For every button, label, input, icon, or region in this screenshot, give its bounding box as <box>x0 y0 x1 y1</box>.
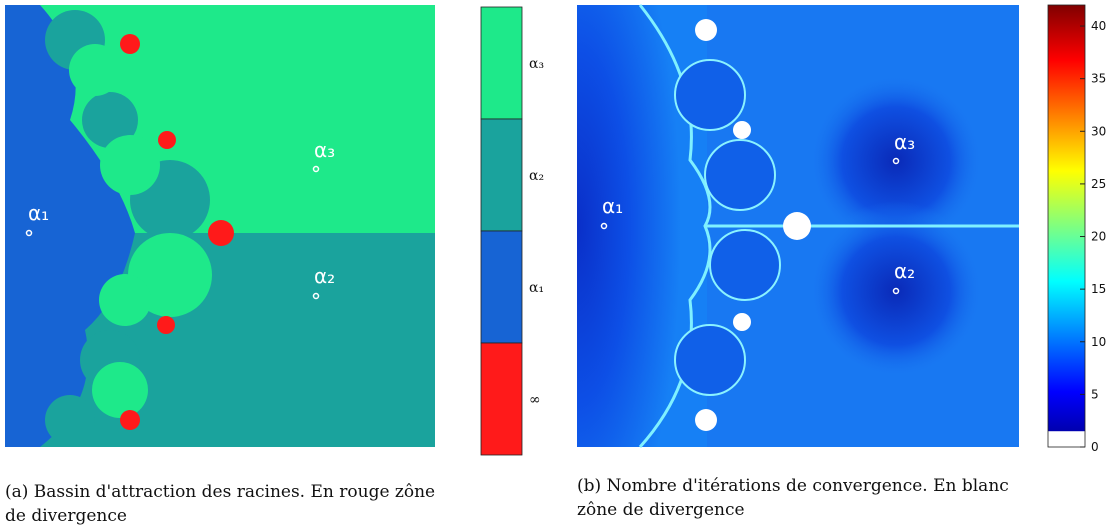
colorbar-divergence <box>1048 431 1085 447</box>
legend-swatch <box>480 230 523 344</box>
point-label: α₃ <box>314 138 335 162</box>
tick-label: 5 <box>1091 387 1099 401</box>
colorbar-frame <box>1047 4 1086 448</box>
legend-swatch <box>480 6 523 120</box>
caption: (a) Bassin d'attraction des racines. En … <box>5 482 435 502</box>
tick-label: 35 <box>1091 72 1106 86</box>
tick-label: 0 <box>1091 440 1099 454</box>
iteration-image <box>577 4 1019 449</box>
point-label: α₃ <box>894 130 915 154</box>
point-label: α₂ <box>314 264 335 288</box>
point-label: α₁ <box>602 194 623 218</box>
tick-label: 30 <box>1091 124 1106 138</box>
legend-label: α₁ <box>529 280 544 296</box>
tick-label: 40 <box>1091 19 1106 33</box>
legend-label: ∞ <box>529 392 541 408</box>
basin-image <box>5 5 435 447</box>
tick-label: 20 <box>1091 230 1106 244</box>
point-label: α₁ <box>28 201 49 225</box>
colorbar-gradient <box>1048 5 1085 447</box>
legend-swatch <box>480 342 523 456</box>
point-label: α₂ <box>894 259 915 283</box>
tick-label: 15 <box>1091 282 1106 296</box>
caption: zône de divergence <box>577 500 745 520</box>
tick-label: 25 <box>1091 177 1106 191</box>
tick-label: 10 <box>1091 335 1106 349</box>
colorbar: 0 5 10 15 20 25 30 35 40 <box>1047 4 1106 454</box>
legend-swatch <box>480 118 523 232</box>
legend-label: α₃ <box>529 56 544 72</box>
legend: α₃ α₂ α₁ ∞ <box>480 6 544 456</box>
caption: de divergence <box>5 506 127 526</box>
legend-label: α₂ <box>529 168 544 184</box>
caption: (b) Nombre d'itérations de convergence. … <box>577 476 1009 496</box>
